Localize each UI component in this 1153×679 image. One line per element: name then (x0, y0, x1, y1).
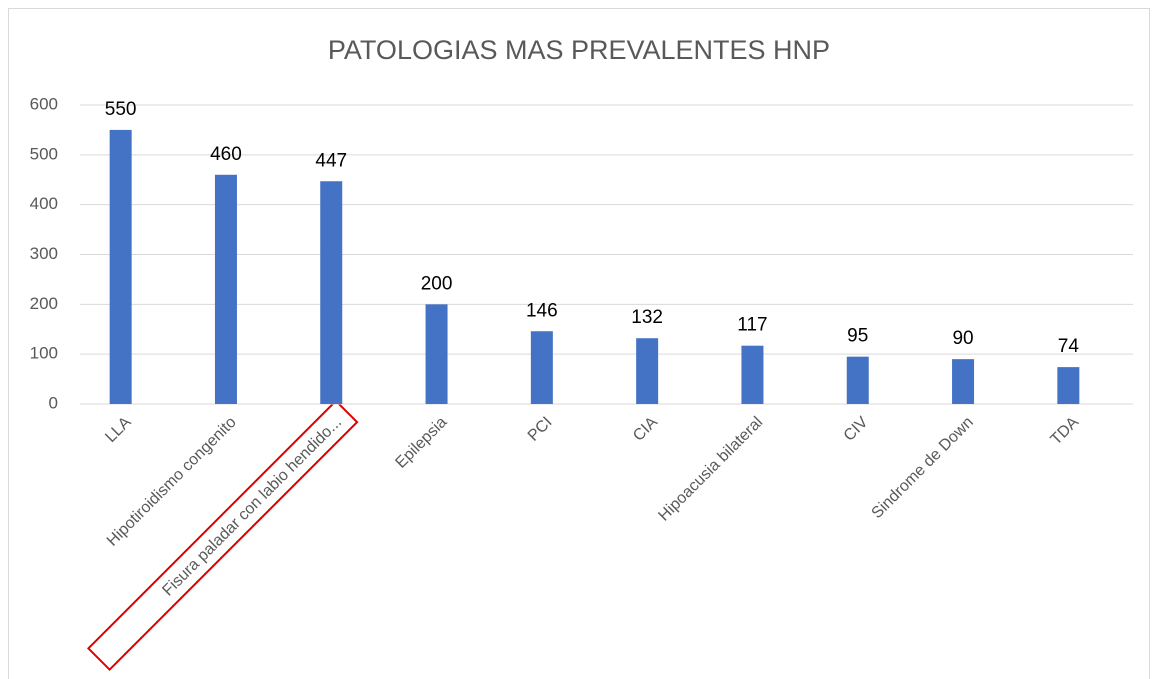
y-tick-label: 100 (30, 344, 58, 363)
data-label: 146 (526, 300, 558, 321)
chart-title: PATOLOGIAS MAS PREVALENTES HNP (328, 35, 830, 65)
data-label: 460 (210, 144, 242, 165)
bar (636, 338, 659, 404)
chart-border (8, 8, 1150, 679)
highlight-box (86, 399, 359, 672)
y-tick-label: 600 (30, 94, 58, 113)
data-label: 550 (105, 99, 137, 120)
bar (1057, 367, 1080, 404)
data-label: 117 (737, 315, 767, 336)
bar (741, 345, 764, 404)
data-label: 132 (631, 307, 663, 328)
bar (425, 304, 448, 404)
y-tick-label: 500 (30, 144, 58, 163)
bar (952, 359, 975, 404)
bar (214, 174, 237, 404)
bar (530, 331, 553, 404)
y-tick-label: 300 (30, 244, 58, 263)
data-label: 200 (421, 273, 453, 294)
data-label: 447 (315, 150, 347, 171)
highlight-rect (86, 399, 359, 672)
y-tick-label: 400 (30, 194, 58, 213)
bar (109, 129, 132, 404)
y-tick-label: 200 (30, 294, 58, 313)
data-label: 95 (847, 326, 868, 347)
y-tick-label: 0 (49, 393, 58, 412)
bar (846, 356, 869, 404)
bar (320, 181, 343, 404)
data-label: 74 (1058, 336, 1080, 357)
data-label: 90 (952, 328, 973, 349)
